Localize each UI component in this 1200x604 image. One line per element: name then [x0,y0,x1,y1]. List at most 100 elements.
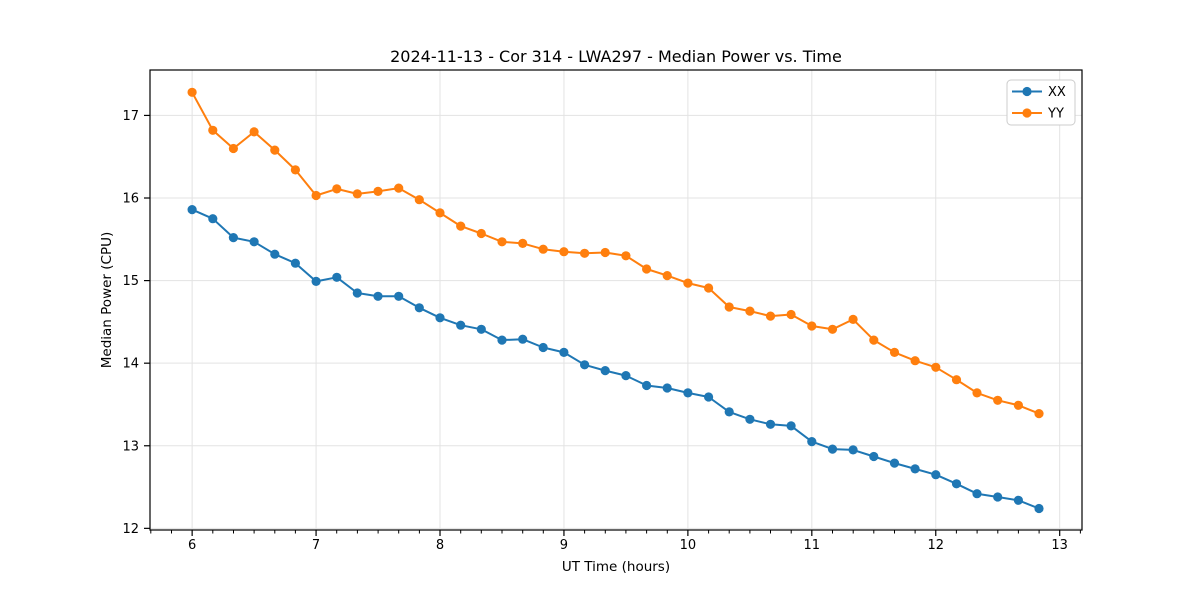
x-tick-label: 10 [680,538,697,553]
series-XX-marker [807,437,817,447]
series-XX-marker [931,470,941,480]
series-YY-marker [993,395,1003,405]
series-YY-marker [951,375,962,385]
x-tick-label: 6 [188,538,196,553]
series-XX-marker [951,479,962,489]
series-YY-marker [208,125,218,135]
x-tick-label: 11 [804,538,821,553]
series-YY-marker [827,324,838,334]
series-YY-marker [414,195,424,205]
x-tick-label: 9 [560,538,568,553]
series-XX-marker [580,360,590,370]
series-YY-marker [1013,400,1024,410]
series-YY-marker [249,127,259,137]
y-tick-label: 15 [122,274,139,289]
series-YY-marker [972,388,982,398]
series-YY-line [191,91,1040,415]
series-XX-marker [228,233,238,243]
series-XX-marker [332,272,342,282]
series-YY-marker [538,244,548,254]
series-YY-marker [765,311,776,321]
series-YY-marker [497,237,507,247]
y-tick-label: 12 [122,522,139,537]
series-XX-marker [456,320,466,330]
series-XX-marker [683,388,693,398]
series-YY-marker [352,189,362,199]
y-tick-label: 13 [122,439,139,454]
series-YY-marker [290,165,300,175]
series-XX-marker [270,249,280,259]
y-tick-label: 16 [122,192,139,207]
gridlines [150,70,1082,530]
series-YY-marker [745,306,755,316]
series-YY-marker [889,347,900,357]
series-XX-marker [497,335,507,345]
series-XX-marker [662,383,672,393]
series-XX-marker [518,334,528,344]
series-XX-marker [373,291,383,301]
series-XX-marker [435,313,445,323]
series-YY-marker [518,238,528,248]
series-YY-marker [807,321,817,331]
series-XX-marker [848,445,858,455]
series-XX-marker [765,419,776,429]
series-layer [187,87,1044,514]
series-XX-marker [827,444,838,454]
series-YY-marker [642,264,652,274]
chart-title: 2024-11-13 - Cor 314 - LWA297 - Median P… [390,47,842,66]
series-YY-marker [394,183,404,193]
series-YY-marker [786,309,796,320]
series-XX-marker [476,324,486,334]
series-YY-marker [704,283,714,293]
legend-YY-label: YY [1047,107,1064,122]
series-YY-marker [848,314,858,324]
y-axis-label: Median Power (CPU) [99,232,115,368]
x-tick-label: 8 [436,538,444,553]
series-XX-marker [704,392,714,402]
series-YY-marker [724,302,734,312]
legend-YY-marker [1022,108,1032,118]
x-tick-label: 7 [312,538,320,553]
series-XX-marker [786,421,796,431]
series-XX-marker [538,342,548,353]
plot-frame [149,69,1083,531]
series-XX-marker [311,276,321,286]
series-XX-marker [290,258,300,268]
series-XX-marker [869,451,879,462]
x-tick-label: 12 [927,538,944,553]
series-YY-marker [662,271,672,281]
series-YY-marker [270,145,280,155]
series-YY-marker [435,208,445,218]
series-YY-marker [311,190,321,201]
legend-XX-label: XX [1048,85,1066,100]
series-XX-marker [208,214,218,224]
series-YY-marker [187,87,197,97]
series-XX-marker [889,458,900,468]
series-XX-marker [972,489,982,499]
series-XX-marker [394,291,404,301]
series-XX-marker [993,492,1003,502]
series-YY-marker [1034,409,1044,419]
series-YY-marker [332,184,342,194]
series-XX-marker [414,303,424,313]
series-XX-marker [1034,503,1044,514]
series-YY-marker [373,186,383,196]
series-YY-marker [869,335,879,345]
y-tick-label: 14 [122,357,139,372]
series-XX-marker [642,380,652,391]
series-YY-marker [683,278,693,288]
series-XX-marker [724,407,734,417]
series-XX-marker [910,464,920,474]
series-YY-marker [559,247,569,257]
series-YY-marker [456,221,466,231]
series-XX-marker [249,237,259,247]
series-YY-marker [476,228,486,239]
series-XX-marker [187,205,197,215]
series-YY-marker [228,143,238,154]
series-XX-marker [745,414,755,424]
series-YY-marker [621,251,631,261]
series-XX-marker [600,366,610,376]
legend-XX-marker [1022,86,1032,97]
